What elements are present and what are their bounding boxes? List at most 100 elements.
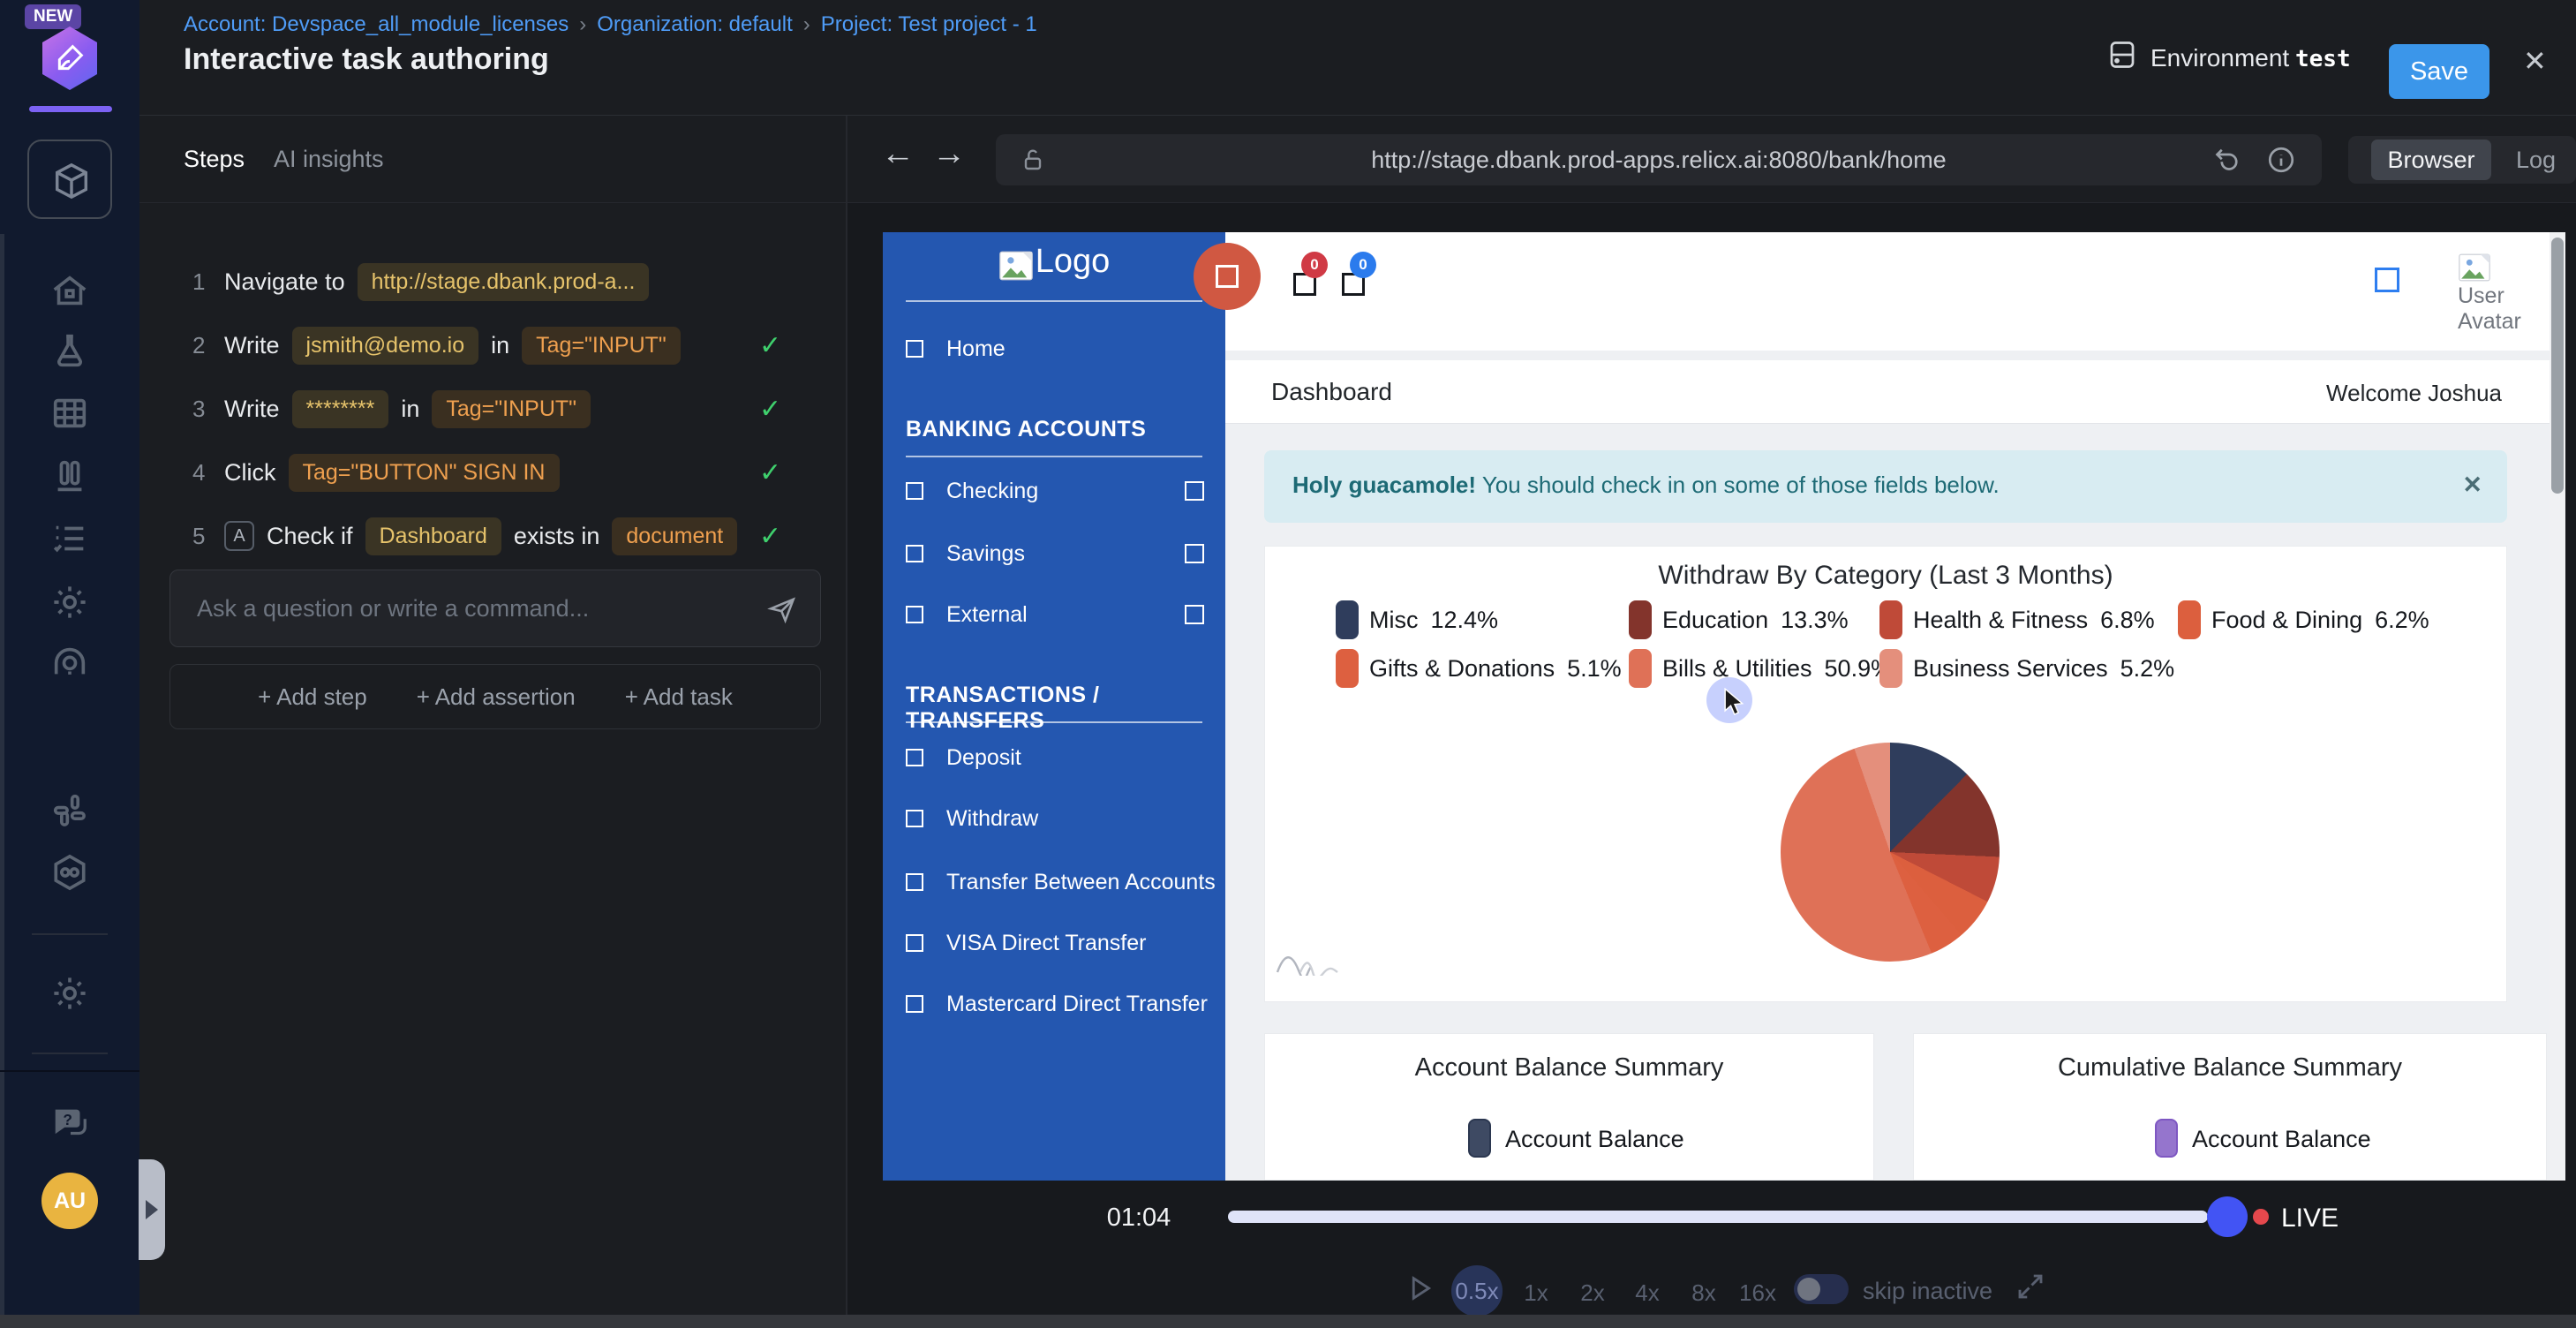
url-bar[interactable]: http://stage.dbank.prod-apps.relicx.ai:8… [996, 134, 2322, 185]
play-icon[interactable] [1404, 1272, 1435, 1304]
legend-item[interactable]: Gifts & Donations 5.1% [1336, 648, 1622, 689]
alert-close-icon[interactable]: ✕ [2462, 472, 2482, 498]
rail-item-inspector[interactable] [49, 640, 90, 681]
bank-user-avatar[interactable]: User Avatar [2458, 253, 2525, 349]
step-row[interactable]: 5 A Check if Dashboard exists in document ✓ [139, 509, 846, 563]
legend-item[interactable]: Misc 12.4% [1336, 600, 1498, 640]
bank-menu-item[interactable]: Mastercard Direct Transfer [883, 983, 1225, 1025]
close-icon[interactable]: ✕ [2523, 45, 2547, 77]
speed-option[interactable]: 1x [1524, 1279, 1548, 1306]
add-assertion-button[interactable]: + Add assertion [416, 683, 576, 710]
tab-browser-view[interactable]: Browser [2371, 140, 2491, 180]
bank-menu-item[interactable]: External [883, 593, 1225, 636]
breadcrumb-item[interactable]: Project: Test project - 1 [820, 12, 1037, 36]
bank-menu-item[interactable]: Deposit [883, 736, 1225, 779]
url-text[interactable]: http://stage.dbank.prod-apps.relicx.ai:8… [1371, 146, 1947, 173]
breadcrumb-item[interactable]: Account: Devspace_all_module_licenses [184, 12, 569, 36]
flask-icon [57, 334, 82, 367]
legend-item[interactable]: Bills & Utilities 50.9% [1629, 648, 1892, 689]
rail-item-help[interactable]: ? [49, 1103, 90, 1143]
step-row[interactable]: 2 Write jsmith@demo.io in Tag="INPUT" ✓ [139, 318, 846, 373]
add-task-button[interactable]: + Add task [624, 683, 733, 710]
step-row[interactable]: 1 Navigate to http://stage.dbank.prod-a... [139, 254, 846, 309]
rail-item-sessions[interactable] [27, 140, 112, 219]
step-chip[interactable]: jsmith@demo.io [291, 326, 479, 365]
forward-icon[interactable]: → [932, 135, 966, 172]
bank-menu-item[interactable]: Home [883, 328, 1225, 370]
step-row[interactable]: 4 Click Tag="BUTTON" SIGN IN ✓ [139, 445, 846, 500]
environment-value[interactable]: test [2295, 46, 2351, 72]
command-composer [169, 570, 821, 647]
step-chip[interactable]: Tag="BUTTON" SIGN IN [288, 453, 560, 492]
step-chip[interactable]: ******** [291, 389, 389, 428]
breadcrumb-item[interactable]: Organization: default [597, 12, 793, 36]
playback-handle[interactable] [2207, 1196, 2248, 1237]
add-actions: + Add step + Add assertion + Add task [169, 664, 821, 729]
panel-collapse-handle[interactable] [139, 1159, 165, 1260]
tab-log-view[interactable]: Log [2516, 146, 2557, 173]
speed-option[interactable]: 4x [1635, 1279, 1660, 1306]
page-scrollbar-thumb[interactable] [2551, 238, 2564, 494]
step-chip[interactable]: http://stage.dbank.prod-a... [357, 262, 650, 301]
speed-option[interactable]: 0.5x [1451, 1265, 1503, 1317]
rail-scrollbar[interactable] [0, 234, 4, 1328]
add-step-button[interactable]: + Add step [258, 683, 367, 710]
bank-menu-item[interactable]: Transfer Between Accounts [883, 861, 1225, 903]
rail-item-admin-settings[interactable] [49, 973, 90, 1014]
legend-swatch [1336, 649, 1359, 688]
menu-label: Deposit [946, 745, 1021, 770]
menu-action-icon[interactable] [1185, 481, 1204, 501]
save-button[interactable]: Save [2389, 44, 2489, 99]
rail-item-lab[interactable] [49, 331, 90, 372]
legend-item[interactable]: Education 13.3% [1629, 600, 1849, 640]
rail-item-settings[interactable] [49, 582, 90, 622]
legend-item[interactable]: Business Services 5.2% [1879, 648, 2174, 689]
speed-option[interactable]: 8x [1691, 1279, 1716, 1306]
legend-item[interactable]: Food & Dining 6.2% [2178, 600, 2429, 640]
alert-banner: Holy guacamole! You should check in on s… [1264, 450, 2507, 523]
skip-inactive-toggle[interactable] [1794, 1274, 1849, 1304]
rail-item-pipelines[interactable] [49, 852, 90, 893]
bank-menu-item[interactable]: Withdraw [883, 797, 1225, 840]
step-chip[interactable]: Tag="INPUT" [522, 326, 681, 365]
send-icon[interactable] [767, 594, 797, 624]
square-glyph [1216, 265, 1239, 288]
reload-icon[interactable] [2211, 144, 2242, 176]
settings-square-icon[interactable] [2375, 268, 2399, 292]
speed-option[interactable]: 2x [1580, 1279, 1605, 1306]
expand-icon[interactable] [2015, 1271, 2046, 1302]
menu-glyph-icon [906, 340, 923, 358]
step-chip[interactable]: Tag="INPUT" [432, 389, 591, 428]
speed-option[interactable]: 16x [1739, 1279, 1776, 1306]
playback-track[interactable] [1228, 1211, 2208, 1223]
back-icon[interactable]: ← [881, 135, 915, 172]
step-row[interactable]: 3 Write ******** in Tag="INPUT" ✓ [139, 381, 846, 436]
rail-item-runs[interactable] [49, 518, 90, 559]
legend-item[interactable]: Health & Fitness 6.8% [1879, 600, 2155, 640]
rail-item-home[interactable] [49, 271, 90, 312]
step-chip[interactable]: Dashboard [365, 517, 501, 555]
menu-label: Transfer Between Accounts [946, 870, 1216, 894]
bank-menu-item[interactable]: VISA Direct Transfer [883, 922, 1225, 964]
menu-action-icon[interactable] [1185, 605, 1204, 624]
sidebar-toggle-button[interactable] [1194, 243, 1261, 310]
step-chip[interactable]: document [612, 517, 738, 555]
session-cursor-icon [1721, 688, 1747, 716]
step-success-icon: ✓ [759, 457, 782, 487]
bank-menu-item[interactable]: Checking [883, 470, 1225, 512]
rail-item-integrations[interactable] [49, 790, 90, 831]
menu-action-icon[interactable] [1185, 544, 1204, 563]
menu-glyph-icon [906, 810, 923, 827]
tab-ai-insights[interactable]: AI insights [274, 146, 384, 172]
page-scrollbar[interactable] [2550, 232, 2565, 1181]
rail-item-grid[interactable] [49, 393, 90, 434]
pie-chart[interactable] [1781, 743, 2000, 962]
rail-item-suites[interactable] [49, 456, 90, 497]
app-logo-icon[interactable] [42, 26, 97, 90]
tab-steps[interactable]: Steps [184, 146, 245, 172]
user-avatar[interactable]: AU [41, 1173, 98, 1229]
bank-logo[interactable]: Logo [883, 243, 1225, 281]
bank-menu-item[interactable]: Savings [883, 532, 1225, 575]
info-icon[interactable] [2265, 144, 2297, 176]
command-input[interactable] [197, 570, 753, 646]
